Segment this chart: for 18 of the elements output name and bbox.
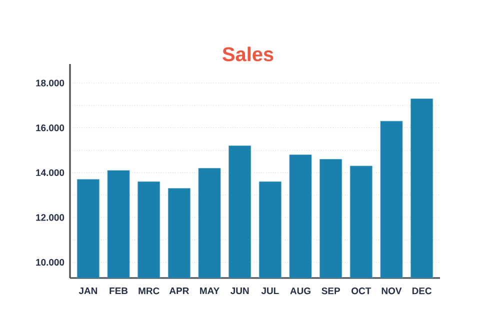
x-tick-label: OCT	[352, 288, 372, 294]
y-tick-label: 14.000	[36, 169, 64, 176]
chart-title: Sales	[222, 46, 274, 62]
x-tick-label: SEP	[322, 288, 340, 294]
x-tick-label: JUN	[230, 288, 249, 294]
y-tick-label: 10.000	[36, 258, 64, 266]
x-tick-label: FEB	[110, 288, 128, 294]
x-tick-label: NOV	[382, 288, 402, 294]
x-tick-label: JAN	[78, 288, 98, 294]
x-tick-label: JUL	[261, 288, 279, 294]
x-tick-label: MAY	[200, 288, 220, 294]
x-tick-label: DEC	[412, 288, 432, 294]
x-tick-label: AUG	[290, 288, 310, 294]
x-tick-label: APR	[169, 288, 189, 294]
y-tick-label: 16.000	[36, 124, 64, 132]
x-tick-label: MRC	[138, 288, 160, 294]
y-tick-label: 18.000	[36, 80, 64, 86]
y-tick-label: 12.000	[36, 214, 64, 221]
